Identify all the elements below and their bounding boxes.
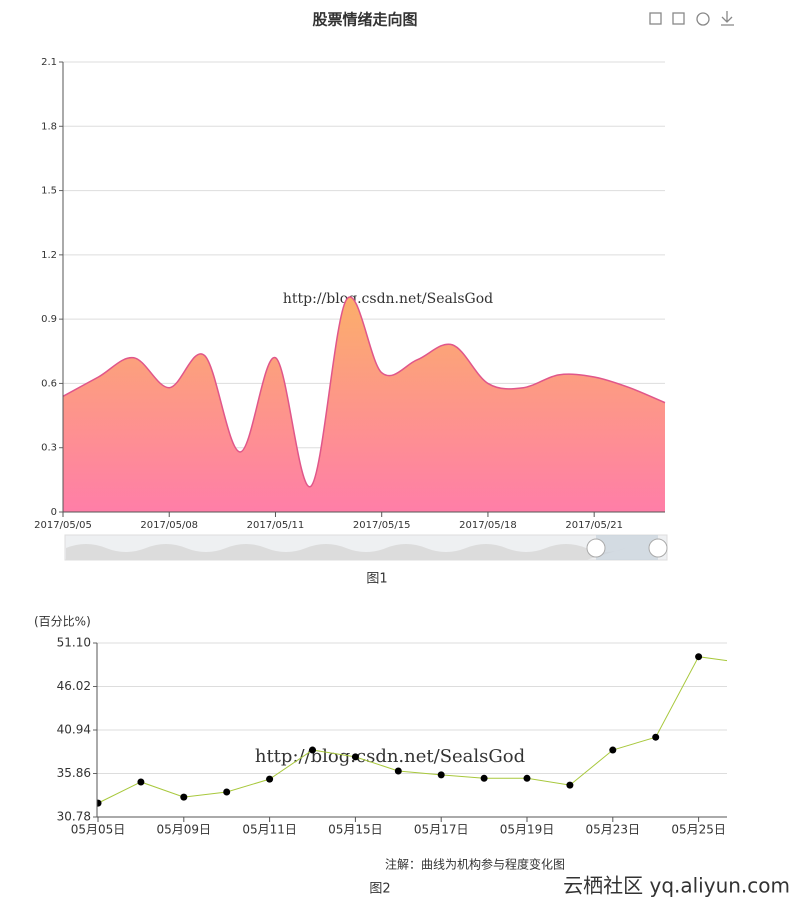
y-tick-label: 1.5	[41, 186, 57, 197]
point	[480, 774, 488, 782]
y-tick-label: 0.6	[41, 378, 57, 389]
x-tick-label: 05月23日	[586, 823, 641, 837]
y-tick-label: 40.94	[57, 723, 91, 737]
y-tick-label: 0.9	[41, 314, 57, 325]
toolbox[interactable]	[649, 11, 734, 26]
plot	[97, 653, 745, 807]
caption: 图2	[369, 882, 390, 897]
point	[695, 653, 703, 661]
point	[223, 788, 231, 796]
x-tick-label: 05月05日	[71, 823, 126, 837]
x-tick-label: 05月11日	[242, 823, 297, 837]
point	[266, 775, 274, 783]
point	[137, 778, 145, 786]
y-tick-label: 1.8	[41, 121, 57, 132]
x-tick-label: 2017/05/08	[140, 520, 198, 531]
data-zoom[interactable]	[64, 534, 668, 561]
point	[437, 771, 445, 779]
y-tick-label: 0.3	[41, 443, 57, 454]
y-tick-label: 51.10	[57, 636, 91, 650]
y-tick-label: 2.1	[41, 57, 57, 68]
point	[351, 753, 359, 761]
x-tick-label: 2017/05/18	[459, 520, 517, 531]
watermark: http://blog.csdn.net/SealsGod	[283, 291, 493, 307]
line	[62, 296, 666, 488]
footer-watermark: 云栖社区 yq.aliyun.com	[563, 874, 790, 898]
x-tick-label: 2017/05/05	[34, 520, 92, 531]
x-tick-label: 05月15日	[328, 823, 383, 837]
point	[309, 746, 316, 754]
note: 注解：曲线为机构参与程度变化图	[385, 857, 565, 872]
chart-title: 股票情绪走向图	[312, 11, 417, 29]
x-tick-label: 2017/05/21	[565, 520, 623, 531]
y-tick-label: 0	[51, 507, 57, 518]
watermark: http://blog.csdn.net/SealsGod	[255, 746, 525, 767]
point	[738, 659, 745, 666]
point	[394, 767, 402, 775]
point	[180, 793, 188, 801]
point	[523, 774, 531, 782]
point	[609, 746, 617, 754]
x-tick-label: 2017/05/15	[353, 520, 411, 531]
x-tick-label: 05月17日	[414, 823, 469, 837]
point	[652, 733, 660, 741]
y-tick-label: 1.2	[41, 250, 57, 261]
area	[63, 297, 665, 512]
caption: 图1	[366, 572, 387, 587]
y-tick-label: 30.78	[57, 810, 91, 824]
x-tick-label: 2017/05/11	[247, 520, 305, 531]
x-tick-label: 05月25日	[671, 823, 726, 837]
x-tick-label: 05月09日	[157, 823, 212, 837]
x-tick-label: 05月19日	[500, 823, 555, 837]
y-tick-label: 46.02	[57, 679, 91, 693]
y-axis-label: (百分比%)	[34, 615, 91, 629]
point	[566, 781, 574, 789]
point	[97, 799, 102, 807]
line	[97, 656, 727, 804]
y-tick-label: 35.86	[57, 766, 91, 780]
